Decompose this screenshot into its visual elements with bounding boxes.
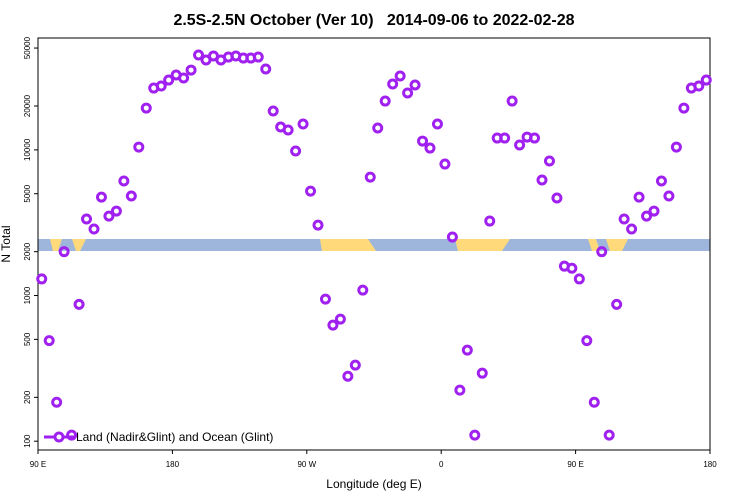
x-axis-label: Longitude (deg E) [326, 477, 421, 491]
y-axis-label: N Total [0, 225, 13, 262]
point [312, 219, 324, 231]
point [88, 223, 100, 235]
y-tick-label: 1000 [23, 286, 32, 304]
point [655, 175, 667, 187]
x-tick-label: 90 E [567, 460, 583, 469]
point [603, 429, 615, 441]
x-tick-label: 180 [166, 460, 180, 469]
point [536, 174, 548, 186]
point [342, 370, 354, 382]
point [125, 190, 137, 202]
legend-label: Land (Nadir&Glint) and Ocean (Glint) [76, 430, 273, 444]
point [290, 145, 302, 157]
point [476, 367, 488, 379]
point [454, 384, 466, 396]
point [305, 185, 317, 197]
point [693, 80, 705, 92]
point [529, 132, 541, 144]
point [357, 284, 369, 296]
x-tick-label: 180 [703, 460, 717, 469]
y-tick-label: 200 [23, 390, 32, 404]
point [267, 105, 279, 117]
point [327, 319, 339, 331]
point [36, 273, 48, 285]
point [364, 171, 376, 183]
point [394, 70, 406, 82]
point [678, 102, 690, 114]
point [551, 192, 563, 204]
point [372, 122, 384, 134]
point [409, 79, 421, 91]
y-tick-label: 20000 [23, 94, 32, 117]
x-tick-label: 90 W [297, 460, 316, 469]
point [588, 396, 600, 408]
point [260, 63, 272, 75]
y-tick-label: 100 [23, 434, 32, 448]
point [618, 213, 630, 225]
point [140, 102, 152, 114]
y-tick-label: 50000 [23, 36, 32, 59]
point [514, 139, 526, 151]
point [431, 118, 443, 130]
point [626, 223, 638, 235]
point [417, 135, 429, 147]
map-strip [38, 239, 710, 251]
point [66, 429, 78, 441]
point [573, 273, 585, 285]
point [700, 74, 712, 86]
point [282, 124, 294, 136]
point [506, 95, 518, 107]
point [670, 141, 682, 153]
point [334, 313, 346, 325]
point [103, 210, 115, 222]
point [461, 344, 473, 356]
point [43, 335, 55, 347]
point [95, 191, 107, 203]
point [439, 158, 451, 170]
point [499, 132, 511, 144]
point [185, 64, 197, 76]
y-tick-label: 10000 [23, 138, 32, 161]
point [484, 215, 496, 227]
point [424, 142, 436, 154]
point [155, 80, 167, 92]
point [566, 262, 578, 274]
y-tick-label: 5000 [23, 184, 32, 202]
point [58, 246, 70, 258]
point [178, 72, 190, 84]
point [446, 231, 458, 243]
x-tick-label: 0 [439, 460, 444, 469]
point [118, 175, 130, 187]
point [297, 118, 309, 130]
point [73, 298, 85, 310]
point [581, 335, 593, 347]
point [133, 141, 145, 153]
point [252, 51, 264, 63]
point [349, 359, 361, 371]
point [110, 205, 122, 217]
point [648, 205, 660, 217]
point [663, 190, 675, 202]
point [163, 74, 175, 86]
point [543, 155, 555, 167]
point [379, 95, 391, 107]
x-tick-label: 90 E [30, 460, 46, 469]
legend-marker [53, 431, 65, 443]
plot-frame [37, 37, 711, 451]
point [319, 293, 331, 305]
point [611, 298, 623, 310]
point [641, 210, 653, 222]
point [81, 213, 93, 225]
point [469, 429, 481, 441]
chart-title: 2.5S-2.5N October (Ver 10) 2014-09-06 to… [173, 12, 574, 29]
y-tick-label: 2000 [23, 242, 32, 260]
point [596, 246, 608, 258]
point [51, 396, 63, 408]
point [193, 49, 205, 61]
point [402, 87, 414, 99]
point [633, 191, 645, 203]
point [387, 78, 399, 90]
y-tick-label: 500 [23, 332, 32, 346]
